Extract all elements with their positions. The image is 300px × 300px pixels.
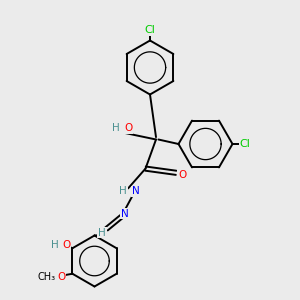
Text: H: H — [112, 123, 119, 133]
Text: Cl: Cl — [145, 25, 155, 35]
Text: O: O — [178, 169, 186, 180]
Text: O: O — [57, 272, 65, 282]
Text: Cl: Cl — [240, 139, 250, 149]
Text: H: H — [98, 227, 106, 238]
Text: N: N — [132, 186, 140, 197]
Text: CH₃: CH₃ — [38, 272, 56, 282]
Text: H: H — [51, 240, 58, 250]
Text: H: H — [119, 186, 127, 197]
Text: O: O — [62, 240, 70, 250]
Text: O: O — [124, 123, 132, 133]
Text: N: N — [121, 208, 128, 219]
